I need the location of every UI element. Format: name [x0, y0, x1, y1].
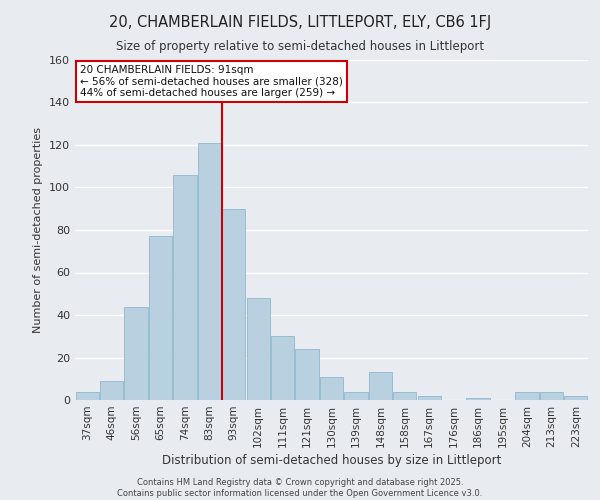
Text: 20, CHAMBERLAIN FIELDS, LITTLEPORT, ELY, CB6 1FJ: 20, CHAMBERLAIN FIELDS, LITTLEPORT, ELY,… — [109, 15, 491, 30]
Bar — [76, 392, 99, 400]
Bar — [295, 349, 319, 400]
Bar — [466, 398, 490, 400]
Bar — [393, 392, 416, 400]
Bar — [100, 381, 123, 400]
Bar — [320, 376, 343, 400]
Bar — [149, 236, 172, 400]
X-axis label: Distribution of semi-detached houses by size in Littleport: Distribution of semi-detached houses by … — [162, 454, 501, 467]
Bar — [515, 392, 539, 400]
Bar — [271, 336, 294, 400]
Text: Contains HM Land Registry data © Crown copyright and database right 2025.
Contai: Contains HM Land Registry data © Crown c… — [118, 478, 482, 498]
Bar — [564, 396, 587, 400]
Bar — [344, 392, 368, 400]
Y-axis label: Number of semi-detached properties: Number of semi-detached properties — [34, 127, 43, 333]
Text: 20 CHAMBERLAIN FIELDS: 91sqm
← 56% of semi-detached houses are smaller (328)
44%: 20 CHAMBERLAIN FIELDS: 91sqm ← 56% of se… — [80, 65, 343, 98]
Bar — [369, 372, 392, 400]
Text: Size of property relative to semi-detached houses in Littleport: Size of property relative to semi-detach… — [116, 40, 484, 53]
Bar — [124, 306, 148, 400]
Bar — [540, 392, 563, 400]
Bar — [173, 174, 197, 400]
Bar — [198, 143, 221, 400]
Bar — [247, 298, 270, 400]
Bar — [222, 209, 245, 400]
Bar — [418, 396, 441, 400]
